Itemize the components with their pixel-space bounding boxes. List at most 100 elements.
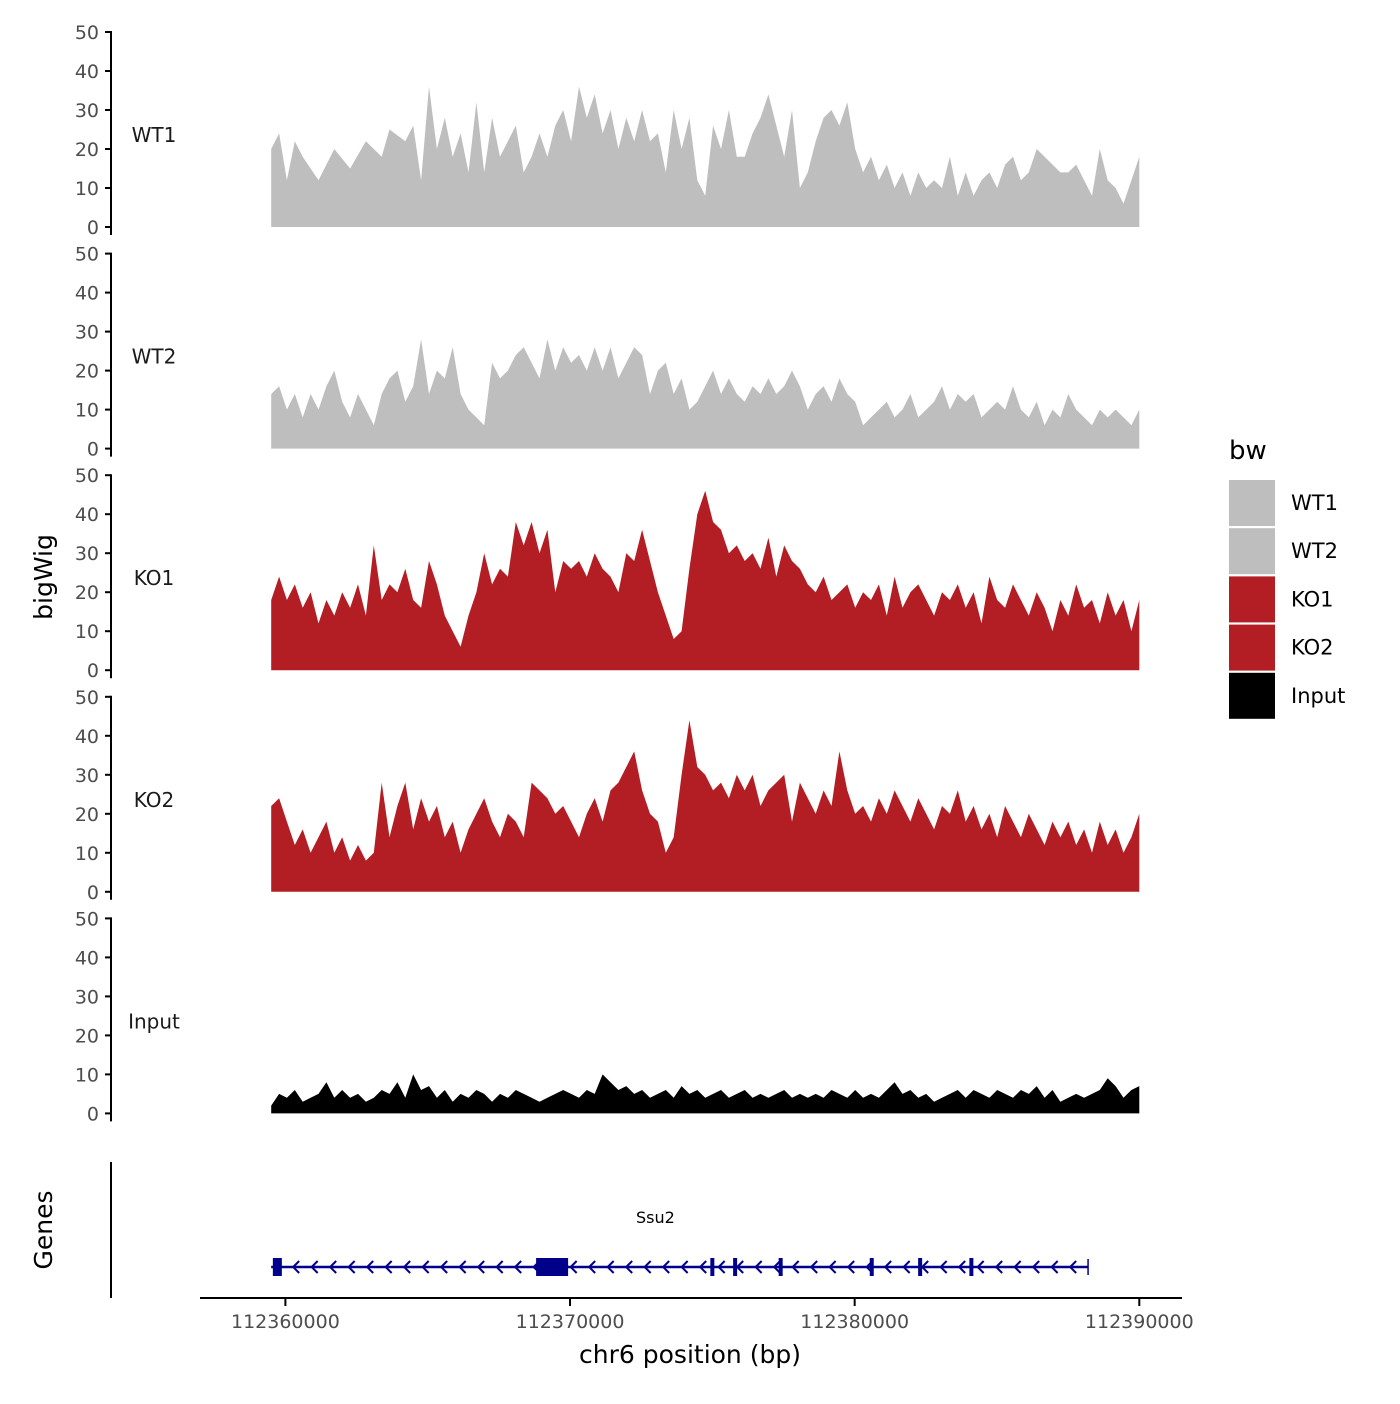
legend-label-wt1: WT1 <box>1291 491 1338 515</box>
track-label-ko1: KO1 <box>134 566 175 590</box>
gene-exon <box>536 1258 569 1276</box>
strand-arrow <box>680 1260 689 1274</box>
strand-arrow <box>587 1260 596 1274</box>
y-tick-label: 0 <box>87 660 99 682</box>
strand-arrow <box>717 1260 726 1274</box>
legend-label-wt2: WT2 <box>1291 539 1338 563</box>
x-axis-title: chr6 position (bp) <box>579 1340 801 1369</box>
y-tick-label: 40 <box>75 283 99 305</box>
strand-arrow <box>513 1260 522 1274</box>
track-label-ko2: KO2 <box>134 788 175 812</box>
y-tick-label: 20 <box>75 582 99 604</box>
gene-exon <box>969 1258 974 1276</box>
strand-arrow <box>643 1260 652 1274</box>
strand-arrow <box>791 1260 800 1274</box>
legend-key-ko2 <box>1229 624 1275 671</box>
strand-arrow <box>439 1260 448 1274</box>
gene-name-label: Ssu2 <box>636 1208 675 1227</box>
y-tick-label: 10 <box>75 621 99 643</box>
y-tick-label: 10 <box>75 178 99 200</box>
y-tick-label: 30 <box>75 100 99 122</box>
legend-key-wt2 <box>1229 528 1275 575</box>
x-tick-label: 112380000 <box>800 1311 909 1333</box>
y-tick-label: 20 <box>75 804 99 826</box>
strand-arrow <box>883 1260 892 1274</box>
y-tick-label: 50 <box>75 22 99 44</box>
strand-arrow <box>1068 1260 1077 1274</box>
track-panel-wt2: 0 10 20 30 40 50 WT2 <box>75 244 1140 461</box>
x-tick-label: 112370000 <box>516 1311 625 1333</box>
strand-arrow <box>698 1260 707 1274</box>
y-tick-label: 10 <box>75 843 99 865</box>
legend-key-ko1 <box>1229 576 1275 623</box>
strand-arrow <box>624 1260 633 1274</box>
strand-arrow <box>735 1260 744 1274</box>
signal-area-wt1 <box>271 86 1140 227</box>
y-tick-label: 40 <box>75 726 99 748</box>
strand-arrow <box>994 1260 1003 1274</box>
y-tick-label: 20 <box>75 1025 99 1047</box>
track-panels: 0 10 20 30 40 50 WT1 0 10 20 30 40 50 WT2 0 10 20 30 40 50 K… <box>75 22 1140 1125</box>
strand-arrow <box>1013 1260 1022 1274</box>
strand-arrow <box>1031 1260 1040 1274</box>
track-panel-input: 0 10 20 30 40 50 Input <box>75 908 1140 1125</box>
strand-arrow <box>495 1260 504 1274</box>
strand-arrow <box>402 1260 411 1274</box>
strand-arrow <box>957 1260 966 1274</box>
y-tick-label: 0 <box>87 1103 99 1125</box>
y-tick-label: 0 <box>87 217 99 239</box>
track-panel-ko1: 0 10 20 30 40 50 KO1 <box>75 465 1140 682</box>
y-tick-label: 10 <box>75 400 99 422</box>
strand-arrow <box>939 1260 948 1274</box>
y-tick-label: 50 <box>75 687 99 709</box>
track-label-input: Input <box>128 1009 180 1033</box>
y-tick-label: 30 <box>75 543 99 565</box>
gene-exon <box>733 1258 738 1276</box>
legend-key-input <box>1229 672 1275 719</box>
y-tick-label: 20 <box>75 361 99 383</box>
strand-arrow <box>902 1260 911 1274</box>
y-tick-label: 40 <box>75 504 99 526</box>
gene-exon <box>918 1258 923 1276</box>
strand-arrow <box>846 1260 855 1274</box>
legend-title: bw <box>1229 436 1267 466</box>
y-tick-label: 20 <box>75 139 99 161</box>
strand-arrow <box>421 1260 430 1274</box>
x-tick-label: 112360000 <box>231 1311 340 1333</box>
strand-arrow <box>828 1260 837 1274</box>
legend-label-input: Input <box>1291 684 1345 708</box>
strand-arrow <box>569 1260 578 1274</box>
y-tick-label: 50 <box>75 244 99 266</box>
strand-arrow <box>976 1260 985 1274</box>
signal-area-ko1 <box>271 490 1140 671</box>
legend-key-wt1 <box>1229 480 1275 526</box>
strand-arrow <box>1050 1260 1059 1274</box>
strand-arrow <box>365 1260 374 1274</box>
strand-arrow <box>754 1260 763 1274</box>
gene-exon <box>869 1258 874 1276</box>
y-tick-label: 40 <box>75 61 99 83</box>
track-panel-wt1: 0 10 20 30 40 50 WT1 <box>75 22 1140 239</box>
strand-arrow <box>458 1260 467 1274</box>
gene-model <box>271 1258 1089 1276</box>
strand-arrow <box>809 1260 818 1274</box>
y-tick-label: 30 <box>75 986 99 1008</box>
legend-label-ko1: KO1 <box>1291 587 1334 611</box>
gene-track-title: Genes <box>29 1190 58 1269</box>
track-label-wt2: WT2 <box>132 345 177 369</box>
x-tick-label: 112390000 <box>1085 1311 1194 1333</box>
track-label-wt1: WT1 <box>132 123 177 147</box>
y-tick-label: 0 <box>87 439 99 461</box>
y-tick-label: 10 <box>75 1064 99 1086</box>
y-tick-label: 50 <box>75 908 99 930</box>
strand-arrow <box>347 1260 356 1274</box>
y-tick-label: 40 <box>75 947 99 969</box>
gene-exon <box>272 1258 282 1276</box>
signal-area-wt2 <box>271 339 1140 449</box>
y-tick-label: 30 <box>75 322 99 344</box>
strand-arrow <box>310 1260 319 1274</box>
strand-arrow <box>384 1260 393 1274</box>
y-tick-label: 30 <box>75 765 99 787</box>
legend: bw WT1 WT2 KO1 KO2 Input <box>1229 436 1345 719</box>
strand-arrow <box>606 1260 615 1274</box>
